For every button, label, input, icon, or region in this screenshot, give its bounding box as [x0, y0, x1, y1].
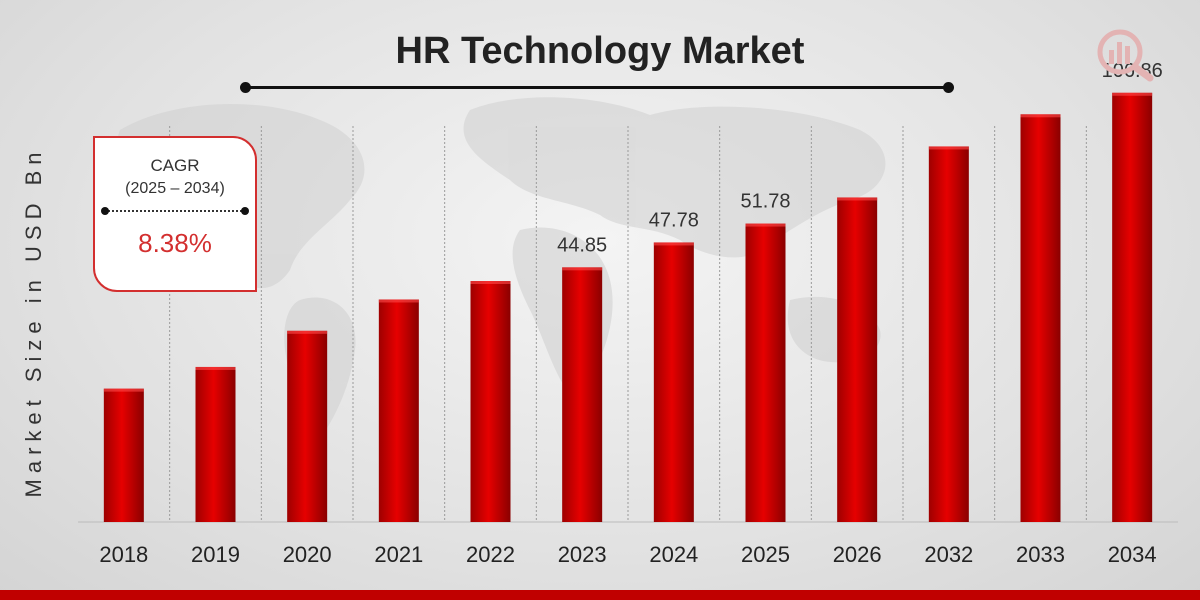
bar-cap-2033	[1020, 114, 1061, 118]
bar-2022	[470, 281, 511, 522]
bottom-accent-bar	[0, 590, 1200, 600]
bar-2026	[837, 197, 878, 522]
x-tick-2019: 2019	[191, 542, 240, 567]
bar-cap-2022	[470, 281, 511, 284]
bar-cap-2018	[103, 388, 144, 392]
cagr-divider	[101, 207, 249, 215]
bar-2034	[1112, 92, 1153, 523]
data-label-2024: 47.78	[649, 209, 699, 231]
bar-2018	[103, 388, 144, 522]
x-tick-2034: 2034	[1108, 542, 1157, 567]
x-tick-2021: 2021	[374, 542, 423, 567]
bar-cap-2023	[562, 267, 603, 271]
cagr-period: (2025 – 2034)	[125, 180, 225, 197]
x-tick-2022: 2022	[466, 542, 515, 567]
x-tick-2018: 2018	[99, 542, 148, 567]
x-tick-2023: 2023	[558, 542, 607, 567]
bar-2021	[378, 299, 419, 522]
bar-cap-2020	[287, 330, 328, 334]
x-tick-2026: 2026	[833, 542, 882, 567]
cagr-value: 8.38%	[138, 228, 212, 258]
x-tick-2032: 2032	[924, 542, 973, 567]
cagr-callout: CAGR (2025 – 2034) 8.38%	[93, 136, 257, 292]
bar-2024	[653, 242, 694, 522]
data-label-2025: 51.78	[740, 191, 790, 213]
bar-cap-2025	[745, 223, 786, 227]
bar-2020	[287, 330, 328, 522]
bar-cap-2032	[928, 146, 969, 150]
bar-cap-2024	[653, 242, 694, 246]
bar-2023	[562, 267, 603, 522]
bar-cap-2019	[195, 366, 236, 370]
bar-2032	[928, 146, 969, 523]
title-underline	[240, 82, 954, 93]
data-label-2023: 44.85	[557, 234, 607, 256]
bar-cap-2034	[1112, 92, 1153, 96]
bar-2019	[195, 366, 236, 522]
bar-cap-2026	[837, 197, 878, 201]
bar-cap-2021	[378, 299, 419, 303]
x-tick-2033: 2033	[1016, 542, 1065, 567]
x-tick-2024: 2024	[649, 542, 698, 567]
cagr-label: CAGR	[150, 156, 200, 175]
bar-2025	[745, 223, 786, 523]
y-axis-label: Market Size in USD Bn	[21, 146, 46, 498]
chart-title: HR Technology Market	[395, 30, 805, 72]
x-tick-2025: 2025	[741, 542, 790, 567]
bar-2033	[1020, 114, 1061, 522]
x-tick-2020: 2020	[283, 542, 332, 567]
magnifier-bar-chart-logo-icon	[1097, 29, 1154, 82]
